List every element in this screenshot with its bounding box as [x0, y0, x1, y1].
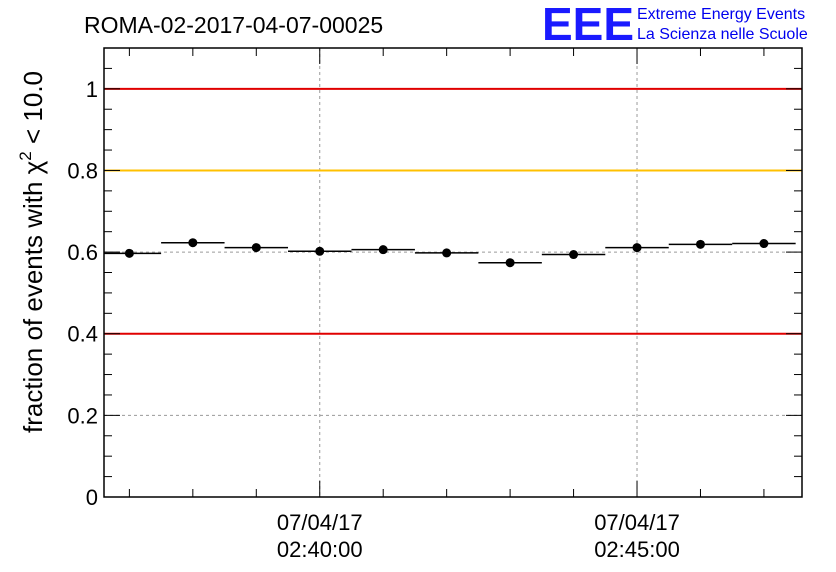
data-point-2 [251, 243, 261, 253]
x-tick-label-date-1: 07/04/17 [594, 510, 680, 535]
y-axis-label-main: fraction of events with χ [18, 160, 48, 433]
y-axis-label-superscript: 2 [16, 151, 35, 160]
data-point-9 [695, 239, 705, 249]
y-tick-label-5: 1 [86, 77, 98, 102]
data-point-6 [505, 258, 515, 268]
y-tick-label-4: 0.8 [67, 158, 98, 183]
plot-frame [103, 47, 803, 498]
y-tick-label-1: 0.2 [67, 403, 98, 428]
x-tick-label-time-0: 02:40:00 [277, 537, 363, 562]
y-tick-label-2: 0.4 [67, 322, 98, 347]
logo-line-2: La Scienza nelle Scuole [637, 26, 808, 43]
logo-line-1: Extreme Energy Events [637, 6, 805, 23]
data-point-0 [124, 248, 134, 258]
data-point-8 [632, 243, 642, 253]
y-tick-label-3: 0.6 [67, 240, 98, 265]
x-tick-label-time-1: 02:45:00 [594, 537, 680, 562]
chart-title: ROMA-02-2017-04-07-00025 [84, 12, 383, 38]
data-point-7 [569, 250, 579, 260]
data-point-5 [442, 248, 452, 258]
data-point-10 [759, 239, 769, 249]
data-point-3 [315, 246, 325, 256]
y-axis-label: fraction of events with χ2 < 10.0 [16, 71, 48, 433]
plot-area: 00.20.40.60.8107/04/1702:40:0007/04/1702… [67, 47, 803, 562]
eee-logo-icon: EEE [542, 0, 634, 50]
data-point-4 [378, 245, 388, 255]
y-axis-label-suffix: < 10.0 [18, 71, 48, 151]
data-point-1 [188, 238, 198, 248]
y-tick-label-0: 0 [86, 485, 98, 510]
x-tick-label-date-0: 07/04/17 [277, 510, 363, 535]
